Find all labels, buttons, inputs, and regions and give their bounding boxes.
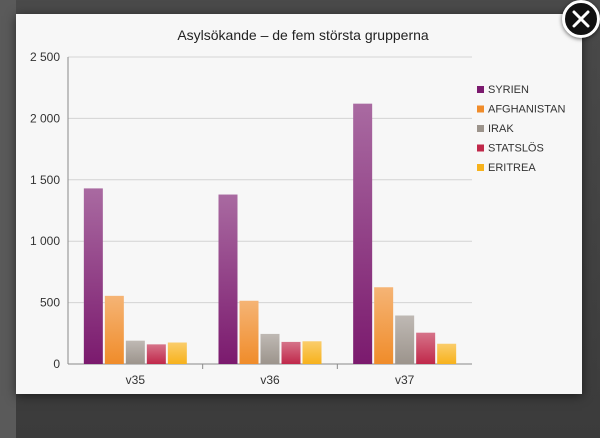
bar-afghanistan-v35	[104, 295, 124, 364]
chart-axes: 0 500 1 000 1 500 2 000 2 500 v35 v36 v37	[30, 50, 415, 387]
bar-syrien-v35	[83, 188, 103, 364]
bar-afghanistan-v36	[239, 300, 259, 364]
bar-syrien-v36	[218, 194, 238, 364]
legend-swatch	[477, 164, 484, 171]
close-button[interactable]	[562, 0, 600, 38]
chart-bars	[83, 103, 457, 364]
y-tick-label: 2 000	[30, 111, 60, 125]
y-tick-label: 1 500	[30, 173, 60, 187]
chart-modal: Asylsökande – de fem största grupperna 0…	[16, 14, 582, 394]
bar-statslös-v36	[281, 341, 301, 364]
bar-irak-v37	[395, 315, 415, 364]
y-tick-label: 500	[40, 296, 60, 310]
x-tick-label: v35	[126, 373, 146, 387]
bar-eritrea-v36	[302, 341, 322, 364]
y-tick-label: 2 500	[30, 50, 60, 64]
y-tick-label: 0	[53, 357, 60, 371]
bar-irak-v35	[125, 340, 145, 364]
chart-legend: SYRIEN AFGHANISTAN IRAK STATSLÖS ERITREA	[477, 84, 565, 174]
x-tick-label: v37	[395, 373, 415, 387]
bar-eritrea-v35	[167, 342, 187, 364]
legend-swatch	[477, 125, 484, 132]
bar-syrien-v37	[353, 103, 373, 364]
y-tick-label: 1 000	[30, 234, 60, 248]
bar-eritrea-v37	[437, 343, 457, 364]
legend-label: SYRIEN	[488, 84, 529, 96]
legend-label: AFGHANISTAN	[488, 104, 565, 116]
close-icon	[572, 10, 590, 28]
legend-label: IRAK	[488, 123, 514, 135]
bar-statslös-v37	[416, 332, 436, 364]
chart-title: Asylsökande – de fem största grupperna	[177, 27, 429, 43]
legend-label: STATSLÖS	[488, 143, 544, 155]
x-tick-label: v36	[260, 373, 280, 387]
legend-swatch	[477, 105, 484, 113]
legend-swatch	[477, 144, 484, 152]
bar-chart: Asylsökande – de fem största grupperna 0…	[30, 27, 566, 387]
legend-label: ERITREA	[488, 162, 536, 174]
bar-afghanistan-v37	[374, 287, 394, 364]
bar-irak-v36	[260, 333, 280, 364]
bar-statslös-v35	[146, 344, 166, 364]
background-panel	[0, 0, 16, 438]
legend-swatch	[477, 86, 484, 93]
